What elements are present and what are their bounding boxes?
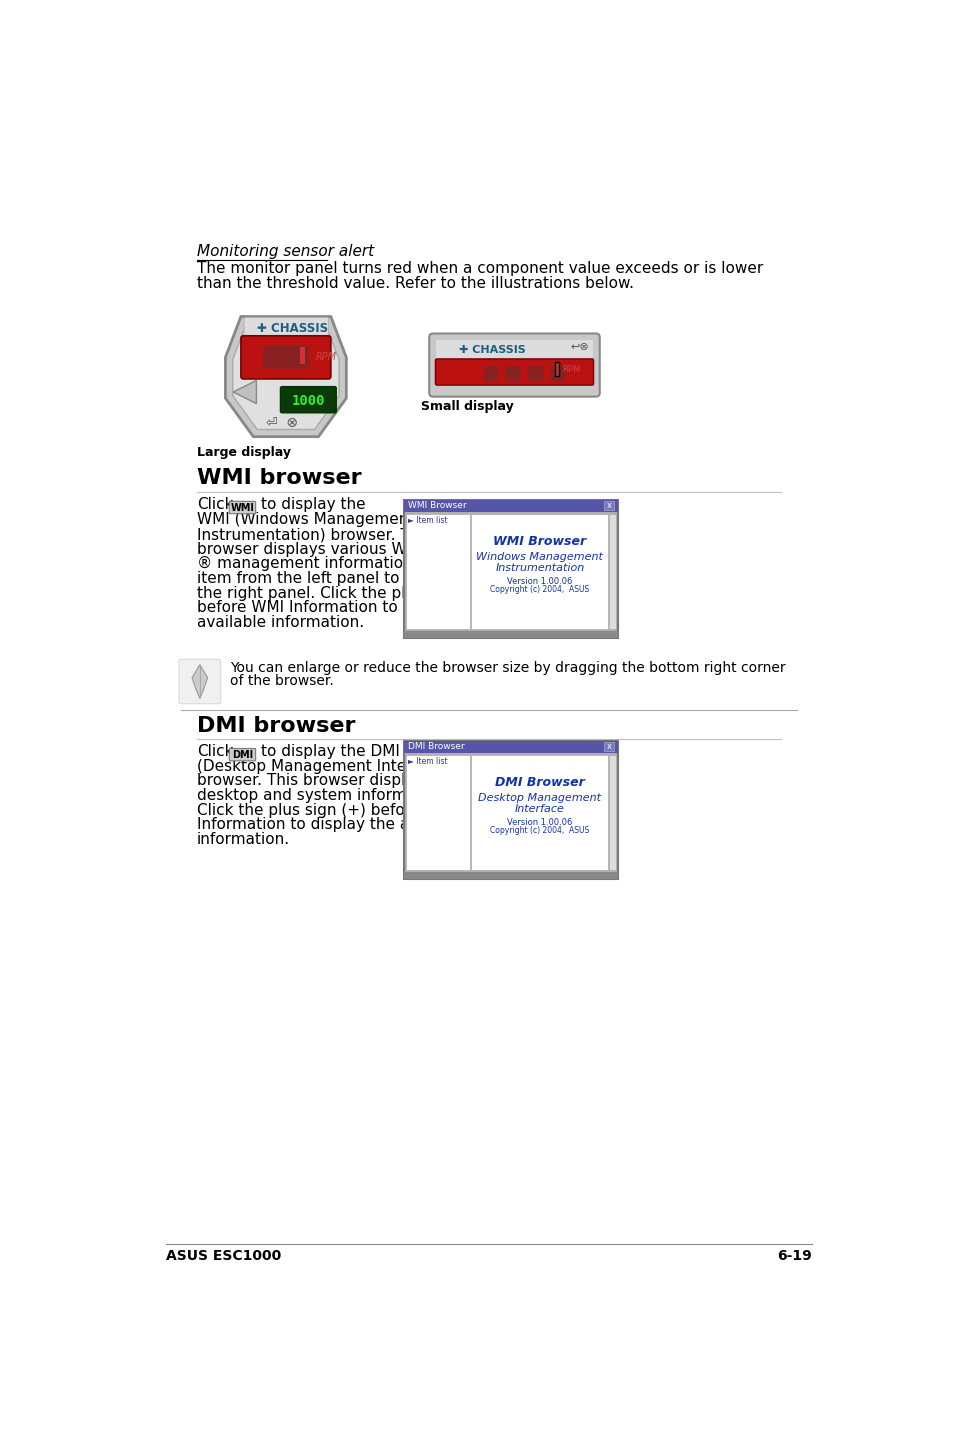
- FancyBboxPatch shape: [603, 742, 614, 751]
- Text: You can enlarge or reduce the browser size by dragging the bottom right corner: You can enlarge or reduce the browser si…: [230, 660, 785, 674]
- Polygon shape: [192, 664, 208, 699]
- Polygon shape: [233, 381, 256, 404]
- Text: x: x: [606, 502, 611, 510]
- Text: desktop and system information.: desktop and system information.: [196, 788, 450, 802]
- Text: Windows Management: Windows Management: [476, 552, 602, 562]
- Polygon shape: [225, 316, 346, 437]
- Text: Monitoring sensor alert: Monitoring sensor alert: [196, 243, 374, 259]
- Text: ↩⊗: ↩⊗: [570, 342, 588, 352]
- FancyBboxPatch shape: [244, 318, 328, 338]
- FancyBboxPatch shape: [404, 741, 617, 880]
- Text: 6-19: 6-19: [777, 1248, 811, 1263]
- Text: WMI Browser: WMI Browser: [408, 502, 466, 510]
- Text: ® management information. Click an: ® management information. Click an: [196, 557, 482, 571]
- FancyBboxPatch shape: [280, 387, 335, 413]
- Text: RPM: RPM: [562, 365, 580, 374]
- FancyBboxPatch shape: [299, 348, 305, 364]
- Text: Information to display the available: Information to display the available: [196, 817, 468, 833]
- Text: Copyright (c) 2004,  ASUS: Copyright (c) 2004, ASUS: [490, 827, 589, 835]
- FancyBboxPatch shape: [471, 513, 608, 630]
- Text: DMI browser: DMI browser: [196, 716, 355, 736]
- Text: of the browser.: of the browser.: [230, 673, 334, 687]
- Text: Click: Click: [196, 745, 233, 759]
- Text: Interface: Interface: [515, 804, 564, 814]
- Text: the right panel. Click the plus sign (+): the right panel. Click the plus sign (+): [196, 585, 488, 601]
- Text: DMI Browser: DMI Browser: [495, 777, 584, 789]
- Text: DMI: DMI: [232, 749, 253, 759]
- Text: ✚ CHASSIS: ✚ CHASSIS: [459, 345, 526, 355]
- FancyBboxPatch shape: [406, 755, 470, 870]
- Text: Desktop Management: Desktop Management: [477, 792, 600, 802]
- Text: 1000: 1000: [292, 394, 325, 408]
- Polygon shape: [233, 324, 338, 430]
- Text: The monitor panel turns red when a component value exceeds or is lower: The monitor panel turns red when a compo…: [196, 260, 762, 276]
- FancyBboxPatch shape: [608, 755, 616, 870]
- Text: WMI (Windows Management: WMI (Windows Management: [196, 512, 414, 528]
- FancyBboxPatch shape: [436, 341, 592, 360]
- FancyBboxPatch shape: [429, 334, 599, 397]
- Text: ████: ████: [262, 345, 310, 368]
- FancyBboxPatch shape: [608, 513, 616, 630]
- Text: ASUS ESC1000: ASUS ESC1000: [166, 1248, 281, 1263]
- Text: ⏎  ⊗: ⏎ ⊗: [266, 416, 297, 430]
- Text: ► Item list: ► Item list: [408, 756, 448, 766]
- Text: Copyright (c) 2004,  ASUS: Copyright (c) 2004, ASUS: [490, 585, 589, 594]
- Text: available information.: available information.: [196, 615, 363, 630]
- Text: DMI Browser: DMI Browser: [408, 742, 464, 752]
- Text: ► Item list: ► Item list: [408, 516, 448, 525]
- Text: ██ ██ ██ ██: ██ ██ ██ ██: [483, 365, 565, 381]
- Text: x: x: [606, 742, 611, 752]
- FancyBboxPatch shape: [555, 362, 558, 375]
- Text: RPM: RPM: [315, 351, 336, 361]
- FancyBboxPatch shape: [404, 631, 617, 638]
- Text: browser displays various Windows: browser displays various Windows: [196, 542, 459, 557]
- Text: Large display: Large display: [196, 446, 291, 459]
- Text: Click: Click: [196, 498, 233, 512]
- Text: Version 1.00.06: Version 1.00.06: [507, 818, 572, 827]
- Text: information.: information.: [196, 833, 290, 847]
- Text: (Desktop Management Interface): (Desktop Management Interface): [196, 759, 451, 774]
- Text: Click the plus sign (+) before DMI: Click the plus sign (+) before DMI: [196, 802, 454, 818]
- FancyBboxPatch shape: [241, 336, 331, 380]
- Text: Instrumentation: Instrumentation: [495, 562, 584, 572]
- FancyBboxPatch shape: [435, 360, 593, 385]
- FancyBboxPatch shape: [406, 513, 470, 630]
- FancyBboxPatch shape: [229, 749, 255, 761]
- Text: to display the: to display the: [261, 498, 365, 512]
- Text: Small display: Small display: [421, 400, 514, 413]
- Text: item from the left panel to display on: item from the left panel to display on: [196, 571, 482, 585]
- FancyBboxPatch shape: [404, 741, 617, 754]
- FancyBboxPatch shape: [404, 500, 617, 638]
- FancyBboxPatch shape: [471, 755, 608, 870]
- FancyBboxPatch shape: [179, 659, 220, 703]
- Text: WMI: WMI: [231, 502, 254, 512]
- Text: to display the DMI: to display the DMI: [261, 745, 399, 759]
- FancyBboxPatch shape: [229, 502, 255, 513]
- Text: browser. This browser displays various: browser. This browser displays various: [196, 774, 492, 788]
- Text: WMI browser: WMI browser: [196, 469, 361, 489]
- Text: WMI Browser: WMI Browser: [493, 535, 586, 548]
- Text: than the threshold value. Refer to the illustrations below.: than the threshold value. Refer to the i…: [196, 276, 633, 290]
- Text: before WMI Information to display the: before WMI Information to display the: [196, 600, 486, 615]
- Text: Instrumentation) browser. This: Instrumentation) browser. This: [196, 528, 431, 542]
- Text: Version 1.00.06: Version 1.00.06: [507, 577, 572, 585]
- Text: ✚ CHASSIS: ✚ CHASSIS: [256, 322, 327, 335]
- FancyBboxPatch shape: [404, 871, 617, 880]
- FancyBboxPatch shape: [404, 500, 617, 512]
- FancyBboxPatch shape: [603, 502, 614, 510]
